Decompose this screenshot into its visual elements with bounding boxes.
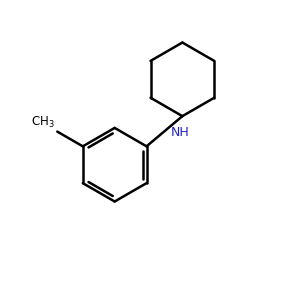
Text: CH$_3$: CH$_3$	[31, 115, 55, 130]
Text: NH: NH	[171, 126, 190, 139]
